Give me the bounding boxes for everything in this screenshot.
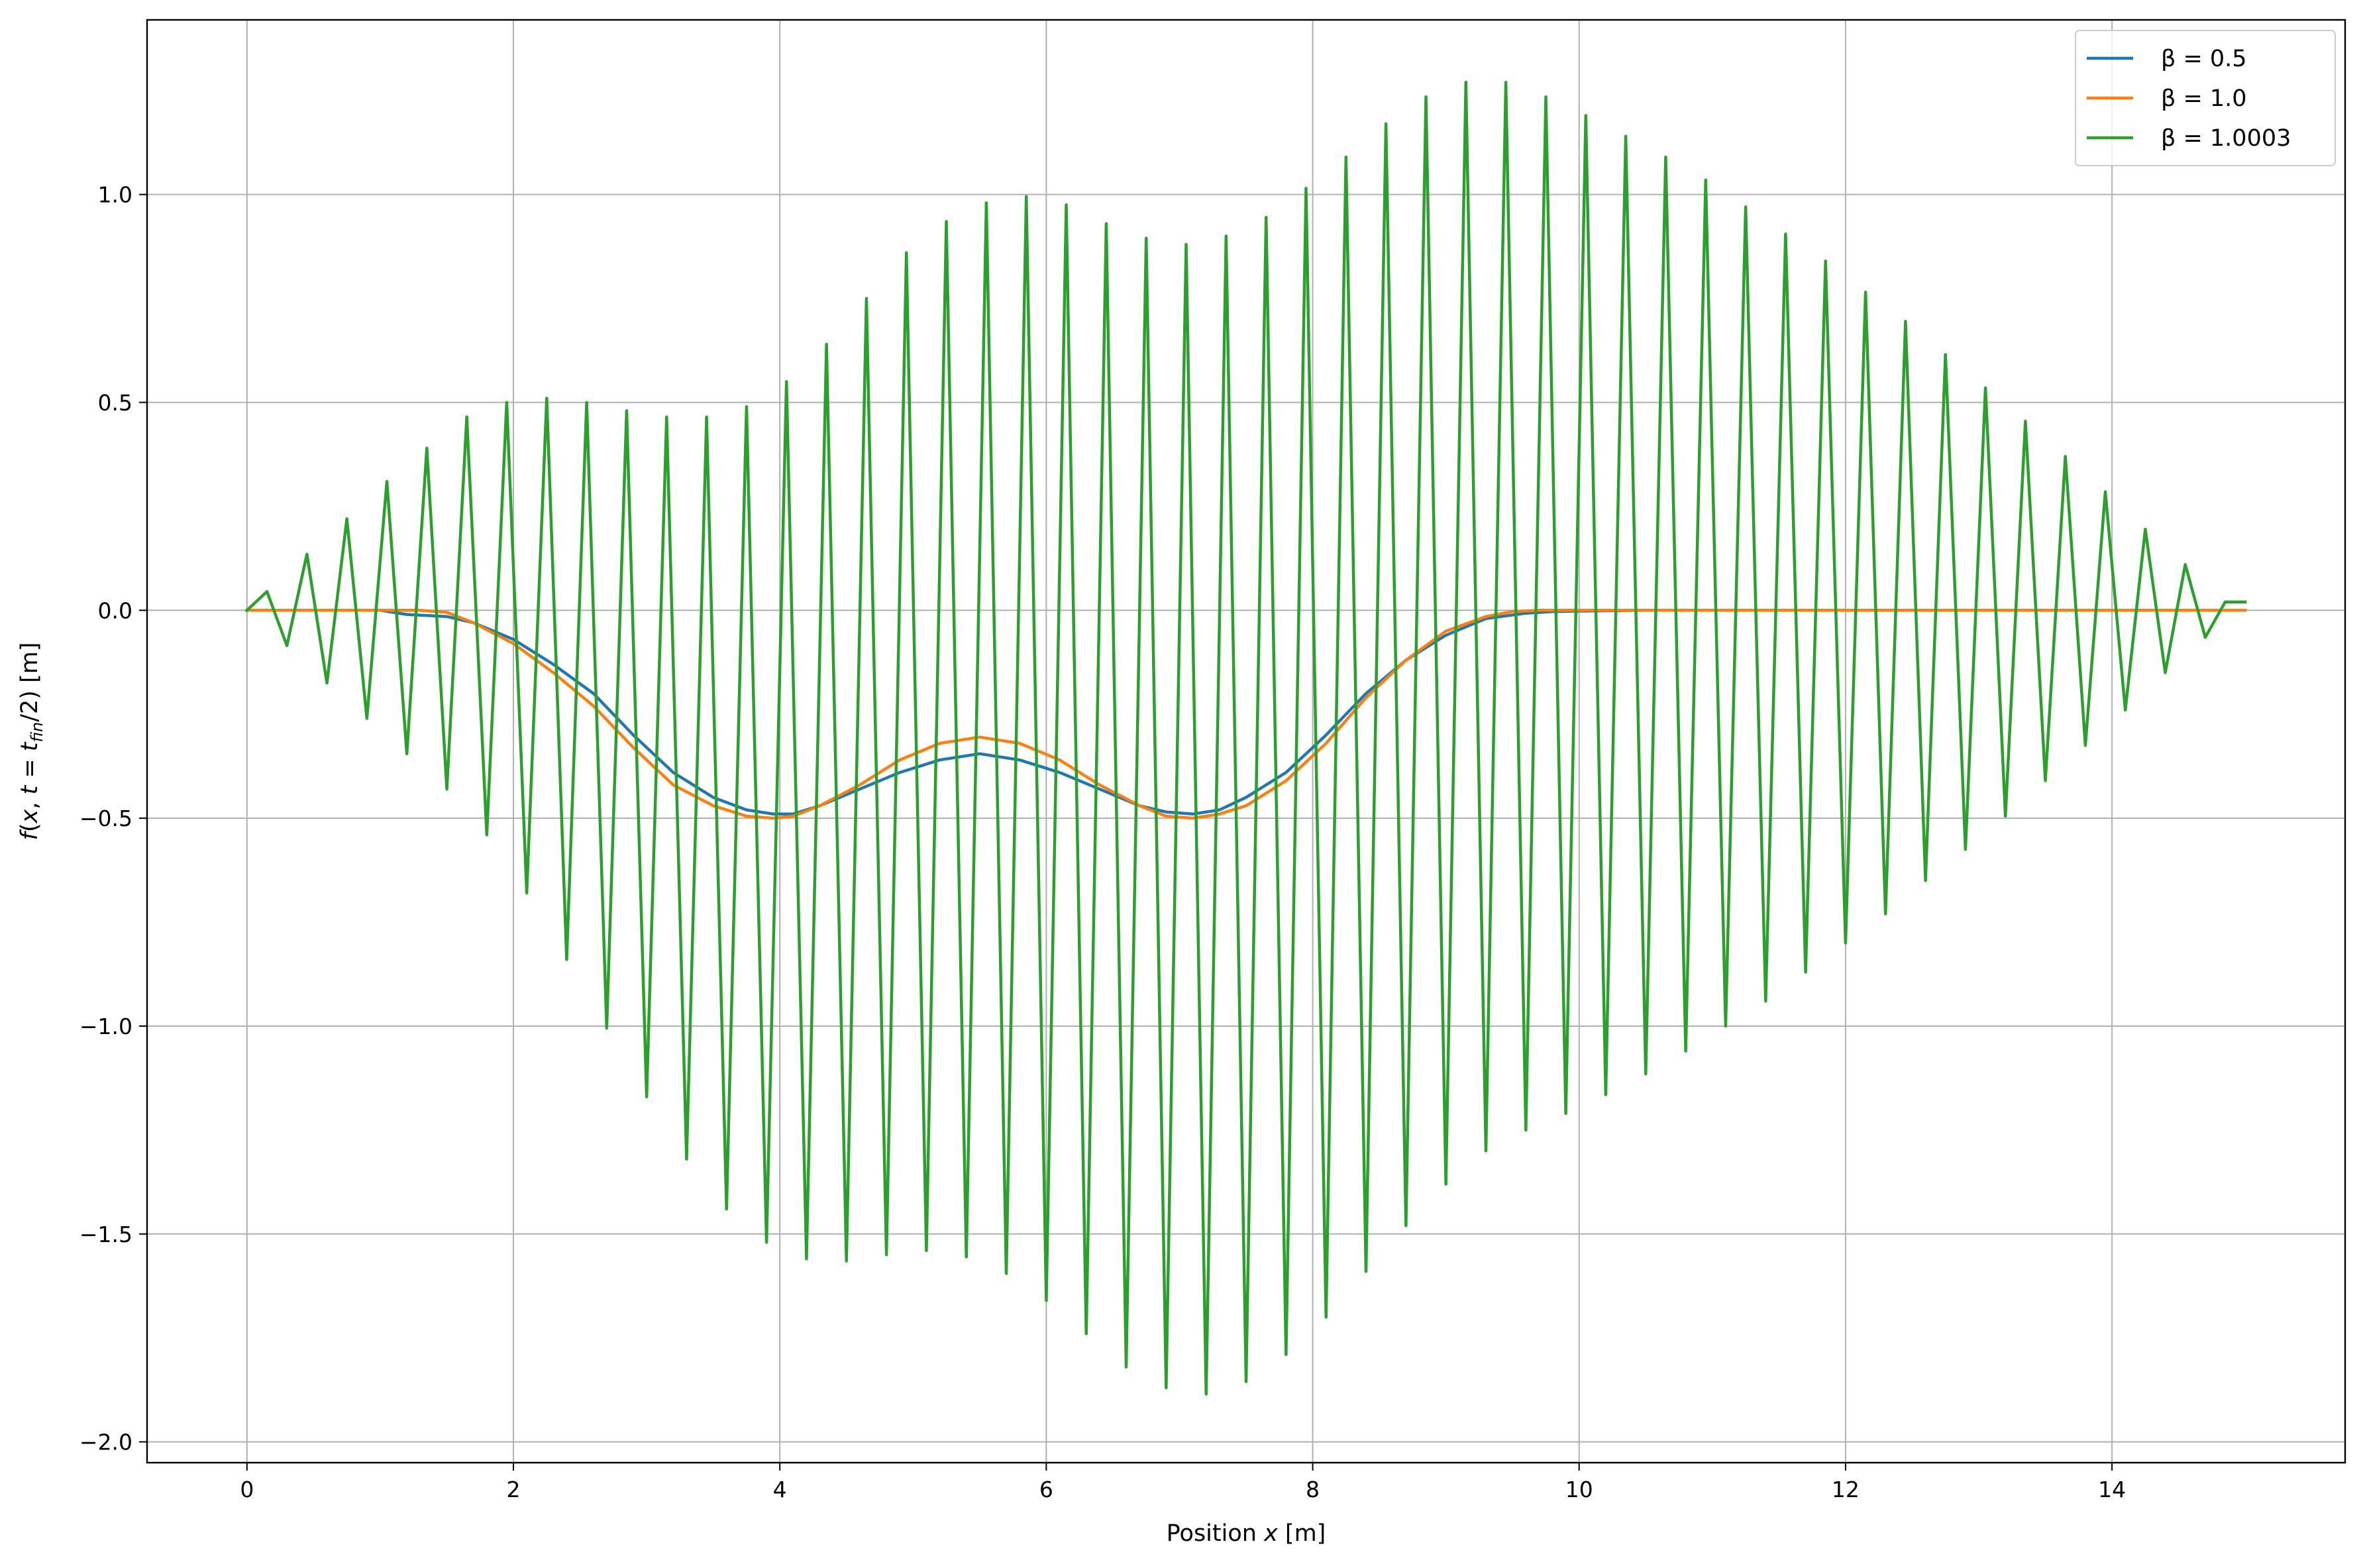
legend-label-1: β = 1.0 — [2161, 85, 2247, 112]
ticks: 0 2 4 6 8 10 12 14 1.0 0.5 0.0 −0.5 −1.0 −1.5 −2.0 — [79, 182, 2126, 1502]
y-tick-label: −1.0 — [79, 1014, 132, 1039]
y-tick-label: 1.0 — [98, 182, 132, 208]
legend-entry-2: β = 1.0003 — [2087, 125, 2291, 152]
legend-entry-0: β = 0.5 — [2087, 46, 2247, 72]
y-axis-label-sub: fin — [28, 722, 46, 743]
legend: β = 0.5 β = 1.0 β = 1.0003 — [2075, 30, 2336, 166]
y-tick-label: −0.5 — [79, 806, 132, 831]
y-axis-label-t: t — [17, 785, 43, 795]
legend-box — [2075, 30, 2336, 166]
legend-label-2: β = 1.0003 — [2161, 125, 2291, 152]
y-axis-label-comma: , — [17, 795, 43, 810]
x-tick-label: 6 — [1039, 1477, 1053, 1502]
legend-entry-1: β = 1.0 — [2087, 85, 2247, 112]
plot-frame — [146, 19, 2346, 1464]
x-tick-label: 4 — [773, 1477, 787, 1502]
y-axis-label-x: x — [17, 810, 43, 824]
series-line-1 — [245, 609, 2247, 820]
y-axis-label: f(x, t = tfin/2) [m] — [17, 643, 46, 841]
y-axis-label-t2: t — [17, 741, 43, 751]
x-axis-label-unit: [m] — [1278, 1520, 1326, 1547]
legend-label-0: β = 0.5 — [2161, 46, 2247, 72]
y-tick-label: 0.5 — [98, 390, 132, 415]
y-tick-label: −1.5 — [79, 1222, 132, 1247]
series-layer — [244, 80, 2247, 1396]
series-line-2 — [244, 80, 2247, 1396]
x-axis-label: Position x [m] — [1167, 1520, 1326, 1547]
y-tick-label: 0.0 — [98, 598, 132, 623]
plot-area — [147, 20, 2345, 1463]
y-axis-label-eq: = — [17, 751, 43, 786]
x-tick-label: 0 — [240, 1477, 254, 1502]
x-tick-label: 14 — [2098, 1477, 2126, 1502]
y-axis-label-open: ( — [17, 823, 43, 833]
x-axis-label-var: x — [1263, 1520, 1278, 1547]
x-tick-label: 8 — [1306, 1477, 1320, 1502]
x-tick-label: 12 — [1832, 1477, 1860, 1502]
y-axis-label-tail: /2) [m] — [17, 643, 43, 722]
x-axis-label-prefix: Position — [1167, 1520, 1264, 1547]
y-tick-label: −2.0 — [79, 1430, 132, 1455]
x-tick-label: 2 — [507, 1477, 521, 1502]
x-tick-label: 10 — [1565, 1477, 1593, 1502]
